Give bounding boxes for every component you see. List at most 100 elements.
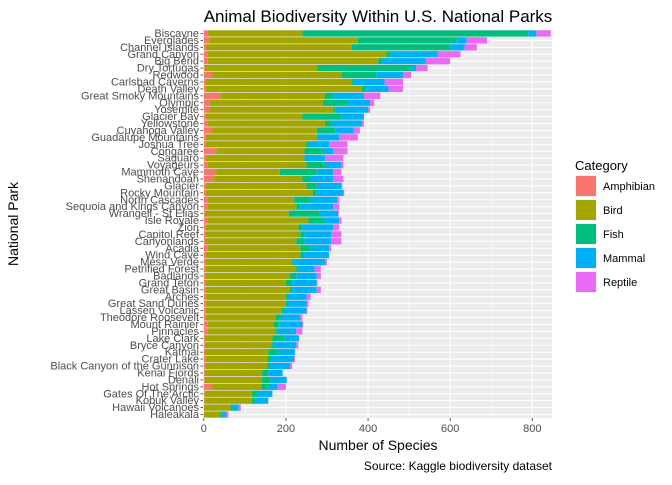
y-tick-label: Sequoia and Kings Canyon [66,201,199,213]
bar-segment-reptile [368,106,371,113]
bar-segment-reptile [333,203,340,210]
y-tick-label: Lake Clark [146,333,199,345]
bar-segment-reptile [300,314,303,321]
legend-label: Fish [603,229,624,241]
bar-segment-bird [205,78,352,86]
legend-label: Amphibian [603,181,655,193]
y-tick-label: North Cascades [120,194,199,206]
bar-segment-bird [204,369,263,377]
bar-segment-reptile [316,279,318,287]
bar-segment-bird [204,335,273,342]
x-tick-label: 600 [441,423,459,435]
bar-segment-reptile [296,342,299,349]
bar-segment-fish [296,203,301,210]
bar-segment-amphibian [203,279,206,287]
bar-segment-reptile [306,300,309,307]
legend-swatch-bird [576,200,596,220]
bar-segment-mammal [316,189,344,196]
bar-segment-amphibian [203,64,205,72]
bar-segment-mammal [304,155,325,162]
bar-segment-bird [205,279,286,287]
y-tick-label: Kobuk Valley [136,395,200,407]
bar-segment-mammal [269,362,291,370]
bar-segment-bird [205,224,299,231]
bar-segment-bird [209,106,334,113]
bar-segment-amphibian [203,224,206,231]
bar-segment-amphibian [203,397,205,404]
bar-segment-amphibian [203,314,206,321]
bar-segment-fish [292,258,295,266]
bar-segment-fish [351,78,354,86]
bar-segment-mammal [450,44,465,51]
bar-segment-mammal [308,141,330,148]
bar-segment-reptile [361,120,364,127]
bar-segment-amphibian [203,155,206,162]
bar-segment-amphibian [203,58,208,65]
bar-segment-bird [207,321,274,328]
bar-segment-bird [205,258,293,266]
bar-segment-amphibian [203,265,206,273]
bar-segment-reptile [343,189,345,196]
bar-segment-bird [204,390,252,397]
bar-segment-mammal [316,134,340,141]
bar-segment-fish [294,196,311,203]
bar-segment-fish [267,362,270,370]
bar-segment-reptile [341,161,344,169]
bar-segment-amphibian [203,349,205,356]
y-tick-label: Everglades [144,35,200,47]
bar-segment-amphibian [203,272,206,280]
y-tick-label: Crater Lake [142,354,199,366]
x-axis-title: Number of Species [318,437,437,453]
y-tick-label: Great Basin [141,284,199,296]
bar-segment-fish [361,85,367,93]
bar-segment-reptile [353,127,360,134]
y-tick-label: Bryce Canyon [130,340,199,352]
bar-segment-fish [267,355,272,363]
legend-swatch-fish [576,224,596,244]
bar-segment-mammal [316,168,334,176]
bar-segment-reptile [338,210,339,217]
bar-segment-reptile [306,293,311,300]
bar-segment-fish [302,113,342,120]
bar-segment-fish [386,51,391,58]
bar-segment-amphibian [203,113,206,120]
bar-segment-amphibian [203,120,208,127]
bar-segment-mammal [310,196,338,203]
y-tick-label: Death Valley [137,83,199,95]
y-tick-label: Grand Teton [139,277,199,289]
bar-segment-reptile [314,265,321,273]
bar-segment-reptile [416,64,428,72]
bar-segment-fish [288,210,320,217]
bar-segment-fish [281,307,284,314]
bar-segment-fish [279,168,317,176]
y-tick-label: Voyageurs [147,160,199,172]
y-tick-label: Yosemite [154,104,199,116]
y-tick-label: Kenai Fjords [137,367,199,379]
bar-segment-fish [322,99,348,106]
bar-segment-amphibian [203,51,208,58]
bar-segment-mammal [528,30,537,37]
bar-segment-mammal [277,328,297,335]
bar-segment-fish [306,161,325,169]
y-tick-label: Gates Of The Arctic [103,388,199,400]
y-tick-label: Lassen Volcanic [120,305,200,317]
bar-segment-reptile [331,231,342,238]
bar-segment-reptile [388,85,403,93]
bar-segment-bird [205,44,352,51]
bar-segment-fish [300,245,311,252]
y-tick-label: Yellowstone [141,118,199,130]
bar-segment-amphibian [203,300,206,307]
bar-segment-mammal [300,203,334,210]
bar-segment-amphibian [203,106,210,113]
bar-segment-mammal [333,92,364,99]
bar-segment-mammal [382,58,426,65]
bar-segment-amphibian [203,141,206,148]
bar-segment-fish [230,404,233,411]
bar-segment-bird [205,265,297,273]
bar-segment-mammal [269,383,278,390]
bar-segment-bird [204,64,318,72]
bar-segment-mammal [232,404,239,411]
legend-items: Amphibian Bird Fish Mammal Reptile [575,175,655,293]
bar-segment-mammal [284,335,300,342]
